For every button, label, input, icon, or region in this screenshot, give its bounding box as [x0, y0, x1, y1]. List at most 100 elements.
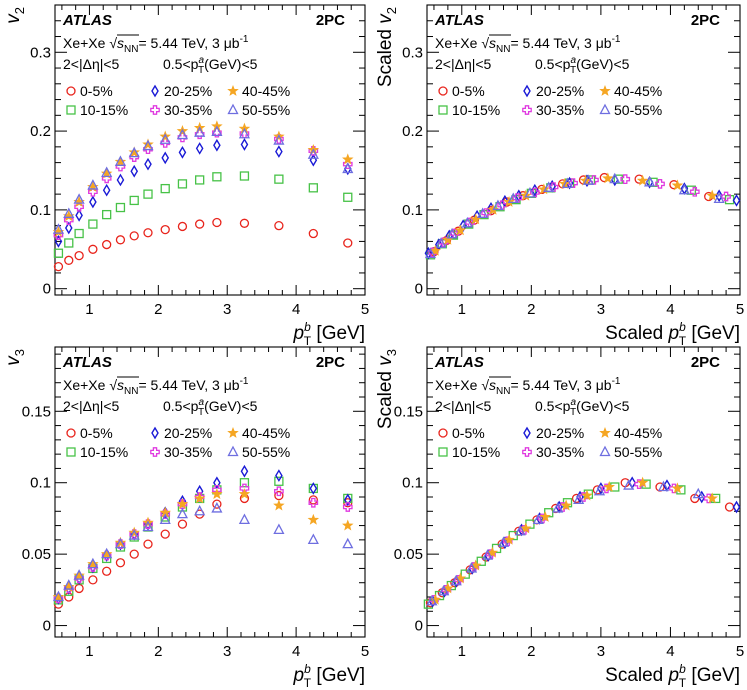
pta-cut: 0.5<pa T(GeV)<5 [535, 397, 630, 418]
data-point [159, 133, 171, 144]
collision-info: Xe+Xe √sNN= 5.44 TeV, 3 μb-1 [63, 376, 249, 397]
y-tick-label: 0.15 [22, 403, 51, 420]
legend-marker [523, 84, 531, 98]
panel-v3: 1 2 3 4 5 0 0.05 0.1 0.15 pb T [GeV] v3 ATLAS 2PC Xe+X… [3, 346, 369, 690]
series-0-5% [53, 490, 353, 609]
legend-label: 40-45% [614, 83, 662, 99]
data-point [274, 476, 284, 486]
data-point [88, 244, 98, 254]
x-tick-label: 5 [361, 301, 369, 318]
data-point [424, 246, 433, 260]
data-point [497, 200, 507, 211]
data-point [73, 193, 85, 204]
data-point [88, 219, 98, 229]
data-point [52, 590, 65, 602]
legend-label: 50-55% [242, 444, 290, 460]
data-point [435, 237, 447, 248]
data-point [63, 579, 75, 590]
data-point [603, 480, 615, 492]
legend-label: 30-35% [164, 102, 212, 118]
data-point [697, 490, 706, 504]
legend-marker [522, 447, 532, 457]
data-point [454, 224, 467, 236]
data-point [724, 502, 735, 512]
legend-entry: 20-25% [523, 425, 584, 441]
data-point [274, 174, 284, 184]
data-point [160, 224, 170, 235]
atlas-label: ATLAS [434, 354, 484, 371]
data-point [275, 469, 283, 482]
legend-marker [438, 428, 448, 438]
legend-entry: 0-5% [438, 83, 485, 99]
x-tick-label: 5 [361, 643, 369, 660]
data-point [671, 179, 684, 191]
legend-label: 50-55% [614, 102, 662, 118]
data-point [176, 498, 189, 510]
x-tick-label: 3 [223, 643, 231, 660]
x-tick-label: 5 [736, 301, 744, 318]
series-0-5% [53, 217, 353, 272]
legend-marker [227, 445, 239, 457]
data-point [102, 209, 112, 220]
legend-label: 10-15% [452, 444, 500, 460]
data-point [143, 539, 153, 549]
data-point [88, 575, 98, 585]
data-point [177, 132, 188, 143]
data-point [492, 199, 504, 211]
legend-entry: 10-15% [66, 102, 128, 118]
legend-label: 0-5% [80, 425, 113, 441]
panel-v2-scaled: 1 2 3 4 5 0 0.1 0.2 0.3 Scaled pb T [GeV] Scaled v2… [375, 4, 744, 348]
data-point [426, 594, 438, 606]
legend-marker [599, 426, 611, 438]
legend-marker [599, 445, 611, 457]
data-point [307, 533, 319, 545]
data-point [213, 138, 221, 152]
data-point [73, 569, 85, 580]
data-point [212, 217, 222, 228]
x-tick-label: 2 [527, 301, 535, 318]
data-point [128, 529, 140, 540]
data-point [721, 191, 731, 202]
data-point [581, 489, 593, 501]
x-tick-label: 2 [154, 643, 162, 660]
legend-label: 20-25% [536, 83, 584, 99]
data-point [514, 524, 526, 536]
data-point [159, 513, 171, 525]
legend-entry: 30-35% [522, 444, 584, 460]
data-point [142, 139, 154, 151]
data-point [274, 486, 284, 497]
legend-label: 50-55% [614, 444, 662, 460]
data-point [130, 164, 139, 178]
data-point [582, 174, 594, 185]
legend-entry: 10-15% [438, 444, 500, 460]
data-point [273, 499, 285, 511]
data-point [128, 146, 140, 158]
data-point [160, 529, 170, 539]
data-point [144, 157, 152, 171]
y-axis-title: Scaled v2 [375, 7, 399, 87]
data-point [211, 488, 223, 500]
plot-frame [54, 4, 366, 296]
x-axis-title: Scaled pb T [GeV] [605, 320, 740, 348]
data-point [240, 138, 249, 151]
legend-marker [438, 105, 448, 115]
data-point [64, 255, 74, 265]
data-point [342, 162, 354, 174]
pta-cut: 0.5<pa T(GeV)<5 [163, 397, 258, 418]
data-point [732, 194, 741, 207]
data-point [143, 228, 153, 238]
x-axis-title: Scaled pb T [GeV] [605, 662, 740, 690]
data-point [212, 172, 222, 182]
legend-marker [66, 86, 76, 96]
y-tick-label: 0.2 [30, 123, 51, 140]
data-point [732, 500, 741, 514]
legend-label: 20-25% [164, 425, 212, 441]
data-point [503, 533, 515, 545]
data-point [309, 153, 318, 167]
data-point [53, 248, 64, 258]
data-point [507, 192, 519, 204]
legend-entry: 40-45% [599, 83, 662, 99]
data-point [177, 519, 188, 529]
data-point [116, 173, 125, 187]
legend-label: 40-45% [614, 425, 662, 441]
